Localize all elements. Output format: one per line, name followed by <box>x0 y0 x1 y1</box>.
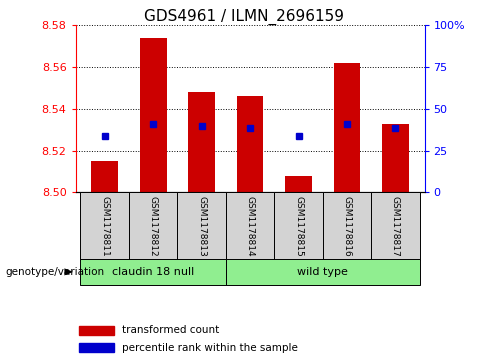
Text: genotype/variation: genotype/variation <box>5 267 104 277</box>
Bar <box>91 161 118 192</box>
Text: GSM1178812: GSM1178812 <box>149 196 158 256</box>
Text: transformed count: transformed count <box>122 325 219 335</box>
Bar <box>140 38 166 192</box>
Bar <box>285 176 312 192</box>
Text: GSM1178816: GSM1178816 <box>343 196 351 256</box>
Text: claudin 18 null: claudin 18 null <box>112 267 194 277</box>
Bar <box>79 326 114 335</box>
Text: wild type: wild type <box>297 267 348 277</box>
Bar <box>178 192 226 260</box>
Bar <box>226 259 420 285</box>
Text: GSM1178814: GSM1178814 <box>245 196 255 256</box>
Text: GSM1178811: GSM1178811 <box>100 196 109 256</box>
Text: GSM1178815: GSM1178815 <box>294 196 303 256</box>
Bar <box>371 192 420 260</box>
Text: GDS4961 / ILMN_2696159: GDS4961 / ILMN_2696159 <box>144 9 344 25</box>
Bar <box>226 192 274 260</box>
Bar <box>334 63 360 192</box>
Text: percentile rank within the sample: percentile rank within the sample <box>122 343 298 353</box>
Bar <box>79 343 114 352</box>
Bar <box>129 192 178 260</box>
Bar <box>274 192 323 260</box>
Text: GSM1178817: GSM1178817 <box>391 196 400 256</box>
Text: GSM1178813: GSM1178813 <box>197 196 206 256</box>
Bar <box>188 92 215 192</box>
Bar <box>382 123 409 192</box>
Bar <box>81 192 129 260</box>
Polygon shape <box>64 268 73 276</box>
Bar <box>81 259 226 285</box>
Bar <box>323 192 371 260</box>
Bar <box>237 97 264 192</box>
